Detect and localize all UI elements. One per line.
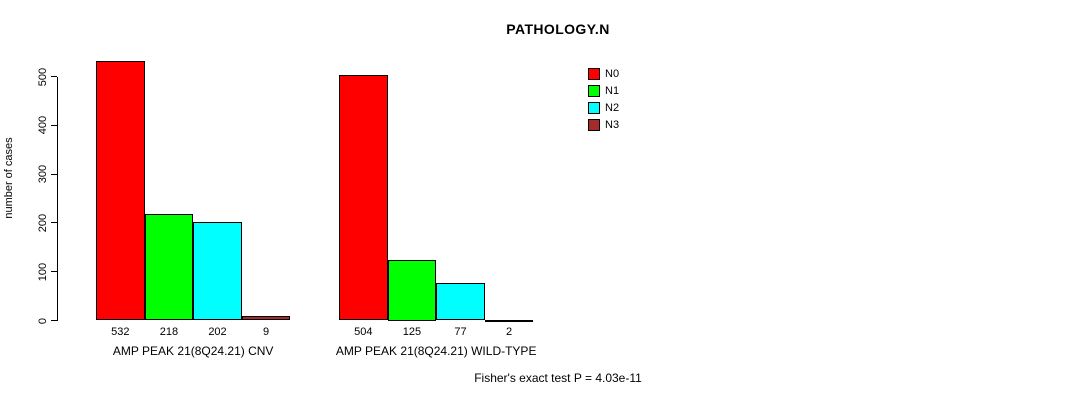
bar-value-label: 9 bbox=[263, 326, 270, 338]
y-axis-line bbox=[57, 76, 58, 321]
y-tick-label: 100 bbox=[37, 262, 49, 281]
bar-value-label: 77 bbox=[454, 326, 467, 338]
fisher-test-annotation: Fisher's exact test P = 4.03e-11 bbox=[474, 371, 642, 385]
bar-N0 bbox=[96, 60, 145, 321]
legend-label: N3 bbox=[605, 118, 620, 131]
y-tick bbox=[51, 76, 57, 77]
bar-value-label: 218 bbox=[159, 326, 179, 338]
bar-N3 bbox=[484, 319, 534, 322]
legend-item: N1 bbox=[588, 82, 619, 99]
bar-N2 bbox=[193, 221, 242, 321]
bar-value-label: 125 bbox=[402, 326, 422, 338]
chart-title: PATHOLOGY.N bbox=[506, 21, 610, 37]
bar-N3 bbox=[241, 316, 291, 321]
legend-swatch-N2 bbox=[588, 101, 600, 114]
legend-item: N2 bbox=[588, 99, 619, 116]
legend-label: N1 bbox=[605, 84, 620, 97]
y-tick-label: 0 bbox=[37, 317, 49, 324]
bar-value-label: 2 bbox=[506, 326, 513, 338]
y-tick bbox=[51, 173, 57, 175]
bar-N2 bbox=[436, 282, 485, 321]
y-tick-label: 400 bbox=[37, 116, 49, 135]
legend-item: N3 bbox=[588, 116, 619, 133]
bar-N1 bbox=[144, 214, 194, 321]
legend-label: N0 bbox=[605, 67, 620, 80]
bar-value-label: 532 bbox=[111, 326, 130, 338]
legend-swatch-N3 bbox=[588, 118, 600, 131]
bar-value-label: 504 bbox=[354, 326, 373, 338]
legend-label: N2 bbox=[605, 101, 620, 114]
y-tick bbox=[51, 320, 57, 321]
legend-swatch-N0 bbox=[588, 67, 600, 80]
x-category-label: AMP PEAK 21(8Q24.21) WILD-TYPE bbox=[335, 344, 537, 358]
bar-N0 bbox=[339, 74, 388, 321]
y-tick bbox=[51, 222, 57, 224]
y-tick-label: 200 bbox=[37, 213, 49, 233]
bar-N1 bbox=[387, 259, 437, 321]
y-tick bbox=[51, 271, 57, 273]
legend: N0 N1 N2 N3 bbox=[588, 65, 619, 133]
x-category-label: AMP PEAK 21(8Q24.21) CNV bbox=[112, 344, 274, 358]
bar-value-label: 202 bbox=[208, 326, 227, 338]
y-tick-label: 500 bbox=[37, 67, 49, 86]
y-tick bbox=[51, 124, 57, 126]
legend-item: N0 bbox=[588, 65, 619, 82]
y-tick-label: 300 bbox=[37, 164, 49, 184]
legend-swatch-N1 bbox=[588, 84, 600, 97]
